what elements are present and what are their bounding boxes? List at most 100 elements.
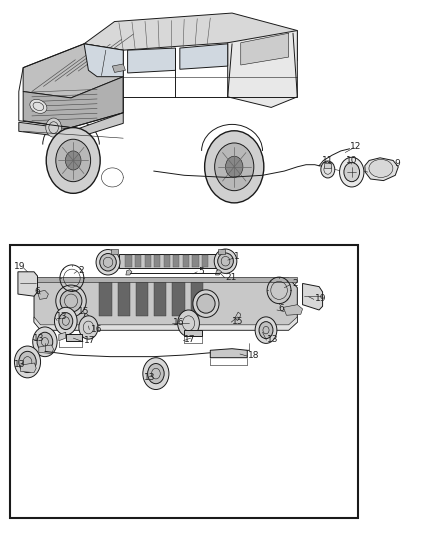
- Bar: [324, 163, 331, 168]
- Bar: [192, 255, 198, 267]
- Text: 13: 13: [144, 373, 155, 382]
- Text: 6: 6: [34, 287, 40, 296]
- Text: 12: 12: [350, 142, 361, 151]
- Ellipse shape: [218, 253, 233, 269]
- Circle shape: [148, 364, 164, 384]
- Polygon shape: [39, 345, 53, 353]
- Text: 2: 2: [292, 279, 298, 288]
- Circle shape: [255, 317, 277, 343]
- Circle shape: [37, 332, 53, 351]
- Text: 13: 13: [267, 335, 279, 344]
- Text: 1: 1: [234, 253, 240, 262]
- Polygon shape: [241, 33, 289, 65]
- Polygon shape: [191, 282, 203, 316]
- Text: 13: 13: [56, 312, 67, 321]
- Polygon shape: [365, 158, 398, 181]
- Polygon shape: [126, 270, 132, 275]
- Bar: [202, 255, 208, 267]
- Polygon shape: [66, 334, 82, 341]
- Text: 10: 10: [346, 156, 357, 165]
- Bar: [173, 255, 180, 267]
- Polygon shape: [228, 30, 297, 108]
- Text: 2: 2: [79, 266, 85, 275]
- Polygon shape: [21, 363, 36, 373]
- Polygon shape: [184, 330, 201, 336]
- Ellipse shape: [214, 249, 237, 273]
- Polygon shape: [23, 77, 123, 127]
- Text: 16: 16: [91, 325, 102, 334]
- Bar: [34, 277, 297, 282]
- Bar: [145, 255, 151, 267]
- Text: 5: 5: [198, 267, 204, 276]
- Ellipse shape: [60, 290, 82, 312]
- Circle shape: [344, 163, 360, 182]
- Text: 11: 11: [322, 156, 334, 165]
- Polygon shape: [210, 349, 247, 358]
- Text: 9: 9: [395, 159, 401, 168]
- Polygon shape: [38, 290, 48, 300]
- Polygon shape: [283, 305, 303, 316]
- Circle shape: [54, 308, 77, 335]
- Polygon shape: [99, 282, 112, 316]
- Circle shape: [226, 156, 243, 177]
- Ellipse shape: [100, 254, 116, 271]
- Text: 19: 19: [315, 294, 326, 303]
- Polygon shape: [136, 282, 148, 316]
- Polygon shape: [34, 278, 297, 330]
- Ellipse shape: [56, 285, 86, 317]
- Text: 21: 21: [226, 272, 237, 281]
- Bar: [10, 245, 358, 519]
- Bar: [218, 249, 225, 254]
- Text: 16: 16: [173, 318, 185, 327]
- Polygon shape: [117, 282, 130, 316]
- Circle shape: [79, 316, 98, 339]
- Ellipse shape: [369, 159, 393, 177]
- Circle shape: [56, 139, 91, 182]
- Polygon shape: [127, 48, 176, 73]
- Bar: [125, 255, 131, 267]
- Circle shape: [46, 118, 61, 137]
- Polygon shape: [34, 317, 297, 330]
- Circle shape: [46, 127, 100, 193]
- Circle shape: [205, 131, 264, 203]
- Circle shape: [321, 161, 335, 178]
- Text: 15: 15: [78, 306, 89, 316]
- Polygon shape: [303, 284, 322, 310]
- Circle shape: [259, 321, 273, 338]
- Polygon shape: [215, 270, 222, 275]
- Polygon shape: [154, 282, 166, 316]
- Polygon shape: [23, 44, 123, 98]
- Bar: [183, 255, 189, 267]
- Text: 13: 13: [14, 360, 26, 368]
- Polygon shape: [19, 113, 123, 138]
- Polygon shape: [173, 282, 185, 316]
- Bar: [154, 255, 160, 267]
- Polygon shape: [84, 44, 123, 77]
- Ellipse shape: [96, 249, 120, 275]
- Circle shape: [143, 358, 169, 390]
- Text: 17: 17: [184, 335, 196, 344]
- Text: 6: 6: [278, 304, 284, 313]
- Ellipse shape: [197, 294, 215, 313]
- Bar: [164, 255, 170, 267]
- Circle shape: [339, 157, 364, 187]
- Circle shape: [215, 143, 254, 191]
- Text: 17: 17: [84, 336, 95, 345]
- Circle shape: [59, 313, 73, 329]
- Polygon shape: [180, 44, 228, 69]
- Circle shape: [65, 151, 81, 170]
- Text: 18: 18: [248, 351, 260, 360]
- Text: 13: 13: [33, 334, 45, 343]
- Bar: [111, 249, 117, 254]
- Circle shape: [14, 346, 41, 378]
- Ellipse shape: [193, 290, 219, 317]
- Circle shape: [33, 327, 57, 357]
- Text: 15: 15: [232, 317, 244, 326]
- Circle shape: [19, 351, 36, 373]
- Polygon shape: [113, 64, 125, 72]
- Bar: [135, 255, 141, 267]
- Polygon shape: [18, 272, 38, 296]
- Polygon shape: [84, 13, 297, 61]
- Polygon shape: [119, 254, 219, 268]
- Polygon shape: [59, 332, 66, 341]
